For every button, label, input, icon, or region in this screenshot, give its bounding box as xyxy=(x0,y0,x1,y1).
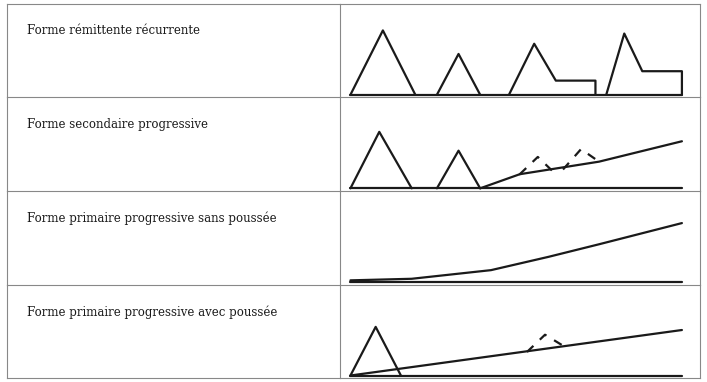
Text: Forme primaire progressive sans poussée: Forme primaire progressive sans poussée xyxy=(27,212,276,225)
Text: Forme primaire progressive avec poussée: Forme primaire progressive avec poussée xyxy=(27,305,277,319)
Text: Forme rémittente récurrente: Forme rémittente récurrente xyxy=(27,24,200,37)
Text: Forme secondaire progressive: Forme secondaire progressive xyxy=(27,118,208,131)
